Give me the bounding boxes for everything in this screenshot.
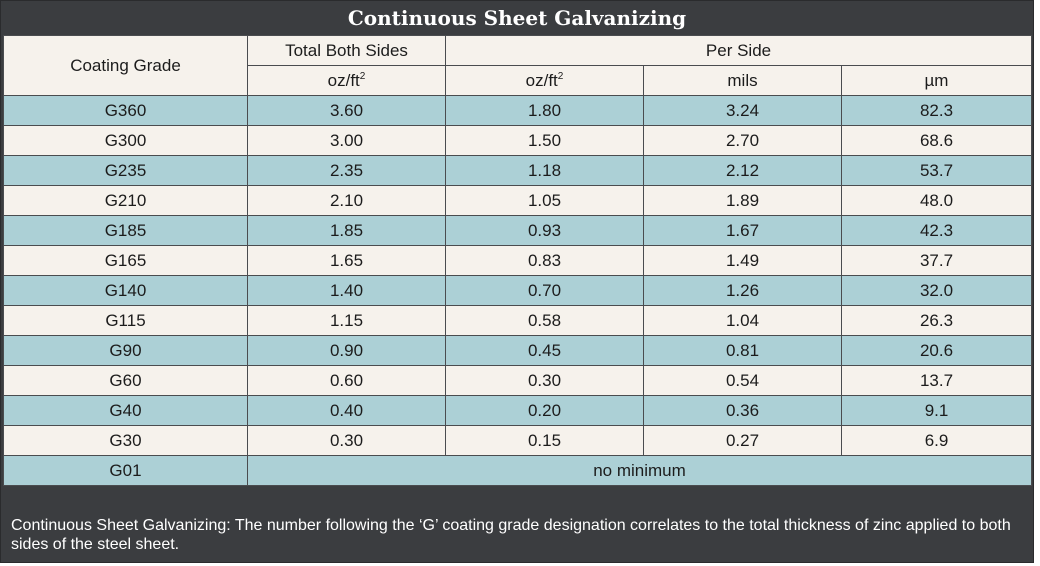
cell-um: 6.9 xyxy=(840,425,1033,456)
cell-total-oz: 0.40 xyxy=(247,395,446,426)
table-row: G40 0.40 0.20 0.36 9.1 xyxy=(3,395,1033,426)
cell-mils: 1.49 xyxy=(643,245,842,276)
cell-grade: G360 xyxy=(3,95,248,126)
unit-mils: mils xyxy=(643,65,842,96)
cell-um: 32.0 xyxy=(840,275,1033,306)
cell-total-oz: 1.65 xyxy=(247,245,446,276)
cell-mils: 0.81 xyxy=(643,335,842,366)
cell-side-oz: 0.83 xyxy=(445,245,644,276)
cell-grade: G60 xyxy=(3,365,248,396)
cell-mils: 1.89 xyxy=(643,185,842,216)
cell-side-oz: 0.30 xyxy=(445,365,644,396)
cell-side-oz: 0.15 xyxy=(445,425,644,456)
cell-grade: G165 xyxy=(3,245,248,276)
cell-grade: G40 xyxy=(3,395,248,426)
cell-grade: G300 xyxy=(3,125,248,156)
table-row: G165 1.65 0.83 1.49 37.7 xyxy=(3,245,1033,276)
table-row: G140 1.40 0.70 1.26 32.0 xyxy=(3,275,1033,306)
cell-um: 13.7 xyxy=(840,365,1033,396)
cell-side-oz: 1.50 xyxy=(445,125,644,156)
cell-grade: G235 xyxy=(3,155,248,186)
cell-mils: 3.24 xyxy=(643,95,842,126)
cell-grade: G90 xyxy=(3,335,248,366)
cell-um: 26.3 xyxy=(840,305,1033,336)
table-row: G60 0.60 0.30 0.54 13.7 xyxy=(3,365,1033,396)
table-row: G01 no minimum xyxy=(3,455,1033,486)
table-row: G360 3.60 1.80 3.24 82.3 xyxy=(3,95,1033,126)
unit-um: µm xyxy=(840,65,1033,96)
cell-total-oz: 0.90 xyxy=(247,335,446,366)
cell-side-oz: 0.70 xyxy=(445,275,644,306)
header-total-both-sides: Total Both Sides xyxy=(247,35,446,66)
cell-grade: G115 xyxy=(3,305,248,336)
cell-no-minimum: no minimum xyxy=(246,455,1033,486)
cell-um: 82.3 xyxy=(840,95,1033,126)
cell-um: 53.7 xyxy=(840,155,1033,186)
cell-um: 42.3 xyxy=(840,215,1033,246)
units-row: oz/ft2 oz/ft2 mils µm xyxy=(4,65,1033,96)
cell-side-oz: 1.80 xyxy=(445,95,644,126)
cell-mils: 0.27 xyxy=(643,425,842,456)
table-title: Continuous Sheet Galvanizing xyxy=(347,6,687,30)
cell-side-oz: 1.05 xyxy=(445,185,644,216)
header-row: Coating Grade Total Both Sides Per Side xyxy=(3,35,1033,96)
cell-side-oz: 0.58 xyxy=(445,305,644,336)
cell-um: 37.7 xyxy=(840,245,1033,276)
cell-total-oz: 1.85 xyxy=(247,215,446,246)
cell-side-oz: 0.20 xyxy=(445,395,644,426)
table-row: G300 3.00 1.50 2.70 68.6 xyxy=(3,125,1033,156)
header-coating-grade: Coating Grade xyxy=(3,35,248,96)
cell-total-oz: 1.15 xyxy=(247,305,446,336)
table-row: G115 1.15 0.58 1.04 26.3 xyxy=(3,305,1033,336)
table-row: G90 0.90 0.45 0.81 20.6 xyxy=(3,335,1033,366)
cell-total-oz: 0.60 xyxy=(247,365,446,396)
cell-um: 48.0 xyxy=(840,185,1033,216)
cell-grade: G210 xyxy=(3,185,248,216)
caption-note: Continuous Sheet Galvanizing: The number… xyxy=(11,517,1011,553)
cell-mils: 2.12 xyxy=(643,155,842,186)
cell-grade: G185 xyxy=(3,215,248,246)
cell-grade: G01 xyxy=(3,455,248,486)
cell-side-oz: 0.45 xyxy=(445,335,644,366)
cell-total-oz: 0.30 xyxy=(247,425,446,456)
cell-mils: 1.04 xyxy=(643,305,842,336)
cell-total-oz: 3.00 xyxy=(247,125,446,156)
cell-um: 68.6 xyxy=(840,125,1033,156)
table-row: G185 1.85 0.93 1.67 42.3 xyxy=(3,215,1033,246)
cell-total-oz: 2.10 xyxy=(247,185,446,216)
cell-mils: 2.70 xyxy=(643,125,842,156)
unit-side-oz: oz/ft2 xyxy=(445,65,644,96)
cell-mils: 1.26 xyxy=(643,275,842,306)
cell-mils: 1.67 xyxy=(643,215,842,246)
table-row: G210 2.10 1.05 1.89 48.0 xyxy=(3,185,1033,216)
coating-table: Coating Grade Total Both Sides Per Side … xyxy=(3,35,1033,486)
unit-total-oz: oz/ft2 xyxy=(247,65,446,96)
cell-total-oz: 1.40 xyxy=(247,275,446,306)
cell-mils: 0.36 xyxy=(643,395,842,426)
table-row: G30 0.30 0.15 0.27 6.9 xyxy=(3,425,1033,456)
cell-grade: G30 xyxy=(3,425,248,456)
cell-grade: G140 xyxy=(3,275,248,306)
cell-side-oz: 0.93 xyxy=(445,215,644,246)
table-row: G235 2.35 1.18 2.12 53.7 xyxy=(3,155,1033,186)
cell-um: 20.6 xyxy=(840,335,1033,366)
cell-um: 9.1 xyxy=(840,395,1033,426)
cell-mils: 0.54 xyxy=(643,365,842,396)
cell-total-oz: 3.60 xyxy=(247,95,446,126)
header-per-side: Per Side xyxy=(444,35,1033,66)
cell-total-oz: 2.35 xyxy=(247,155,446,186)
cell-side-oz: 1.18 xyxy=(445,155,644,186)
